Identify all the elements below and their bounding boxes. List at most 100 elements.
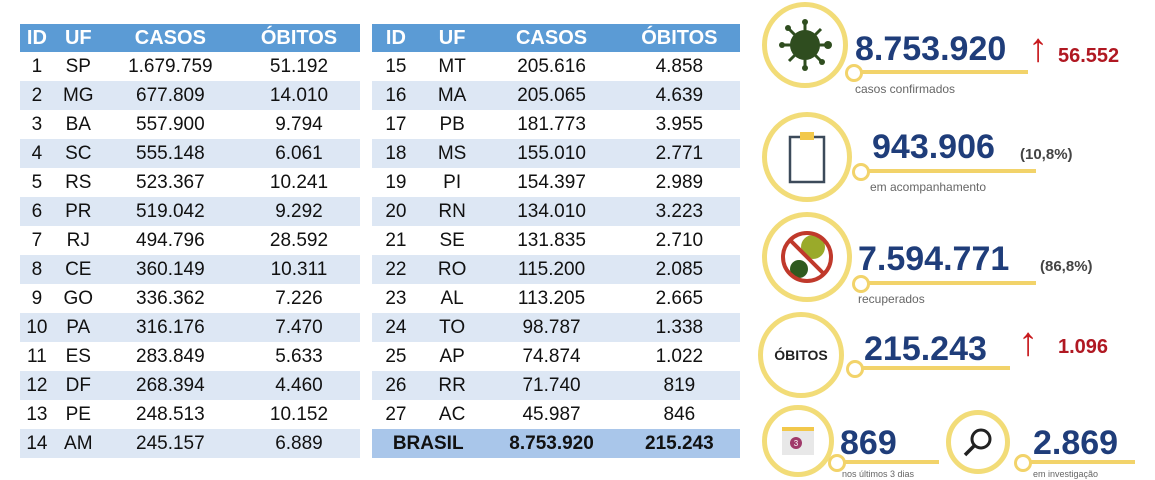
table-cell: TO [419,313,485,342]
table-cell: 154.397 [517,171,586,193]
table-cell: BA [65,113,91,135]
table-cell: MS [419,139,485,168]
table-row: 20 RN 134.010 3.223 [372,197,740,226]
table-cell: 131.835 [517,229,586,251]
table-cell: 71.740 [484,371,619,400]
total-cases: 8.753.920 [484,429,619,458]
table-cell: AL [440,287,464,309]
table-cell: 3.955 [655,113,704,135]
column-header: ID [372,24,420,52]
table-row: 15 MT 205.616 4.858 [372,52,740,81]
table-row: 16 MA 205.065 4.639 [372,81,740,110]
table-cell: 6.889 [237,429,360,458]
table-cell: 28.592 [269,229,329,251]
table-cell: 9.794 [275,113,323,135]
table-cell: 23 [385,287,407,309]
table-row: 22 RO 115.200 2.085 [372,255,740,284]
table-cell: PB [439,113,465,135]
investigation-caption: em investigação [1033,469,1099,479]
table-cell: SC [53,139,103,168]
table-cell: 10.311 [237,255,360,284]
table-cell: 4.858 [655,55,704,77]
deaths-value: 215.243 [864,330,987,368]
table-cell: 113.205 [517,287,586,309]
table-cell: 2.710 [655,229,704,251]
table-row: 14 AM 245.157 6.889 [20,429,360,458]
table-cell: RJ [66,229,90,251]
table-cell: MA [419,81,485,110]
table-row: 12 DF 268.394 4.460 [20,371,360,400]
table-cell: 14.010 [237,81,360,110]
table-cell: 21 [385,229,407,251]
column-header: CASOS [102,24,238,52]
table-cell: 134.010 [484,197,619,226]
table-cell: AC [438,403,466,425]
magnifier-icon-circle [946,410,1010,474]
table-cell: 10.241 [269,171,329,193]
table-cell: 268.394 [102,371,238,400]
svg-text:3: 3 [794,439,799,448]
table-cell: 677.809 [102,81,238,110]
table-cell: 245.157 [102,429,238,458]
magnifier-icon [963,428,992,457]
recovered-icon-circle [762,212,852,302]
table-cell: GO [63,287,94,309]
no-virus-icon [781,231,833,283]
table-cell: CE [53,255,103,284]
arrow-up-icon: ↑ [1018,320,1038,364]
table-cell: PI [443,171,462,193]
table-row: 4 SC 555.148 6.061 [20,139,360,168]
virus-icon-circle [762,2,848,88]
table-cell: 1 [31,55,43,77]
table-cell: 10 [20,313,54,342]
table-cell: 15 [385,55,407,77]
table-cell: 819 [618,371,740,400]
table-cell: 45.987 [522,403,581,425]
column-header: ÓBITOS [237,24,360,52]
table-row: 19 PI 154.397 2.989 [372,168,740,197]
recovered-value: 7.594.771 [858,240,1010,278]
deaths-icon-label: ÓBITOS [774,347,828,363]
table-cell: 4 [20,139,54,168]
table-cell: 846 [663,403,696,425]
monitoring-caption: em acompanhamento [870,180,987,194]
total-deaths: 215.243 [618,429,740,458]
table-cell: 14 [20,429,54,458]
arrow-up-icon: ↑ [1028,26,1048,70]
table-cell: 74.874 [522,345,581,367]
table-cell: SP [65,55,91,77]
table-cell: 2.989 [655,171,704,193]
table-row: 26 RR 71.740 819 [372,371,740,400]
table-cell: 1.022 [655,345,704,367]
table-row: 27 AC 45.987 846 [372,400,740,429]
table-cell: 1.338 [618,313,740,342]
table-row: 8 CE 360.149 10.311 [20,255,360,284]
deaths-increase: 1.096 [1058,336,1109,358]
column-header: UF [53,24,103,52]
table-cell: 1.679.759 [128,55,213,77]
table-cell: 205.616 [517,55,586,77]
table-cell: 4.639 [618,81,740,110]
total-label: BRASIL [372,429,485,458]
table-cell: 555.148 [102,139,238,168]
table-row: 1 SP 1.679.759 51.192 [20,52,360,81]
table-cell: 115.200 [484,255,619,284]
table-cell: RN [419,197,485,226]
table-cell: 4.460 [237,371,360,400]
table-cell: 155.010 [484,139,619,168]
table-cell: 2.771 [618,139,740,168]
table-row: 5 RS 523.367 10.241 [20,168,360,197]
table-row: 13 PE 248.513 10.152 [20,400,360,429]
table-row: 10 PA 316.176 7.470 [20,313,360,342]
table-cell: 5 [31,171,43,193]
table-cell: PR [53,197,103,226]
table-cell: 2 [20,81,54,110]
table-cell: RS [65,171,92,193]
clipboard-icon-circle [762,112,852,202]
table-cell: 18 [372,139,420,168]
table-cell: RO [419,255,485,284]
table-cell: 11 [27,345,47,367]
table-cell: AM [53,429,103,458]
table-row: 17 PB 181.773 3.955 [372,110,740,139]
table-cell: 519.042 [102,197,238,226]
